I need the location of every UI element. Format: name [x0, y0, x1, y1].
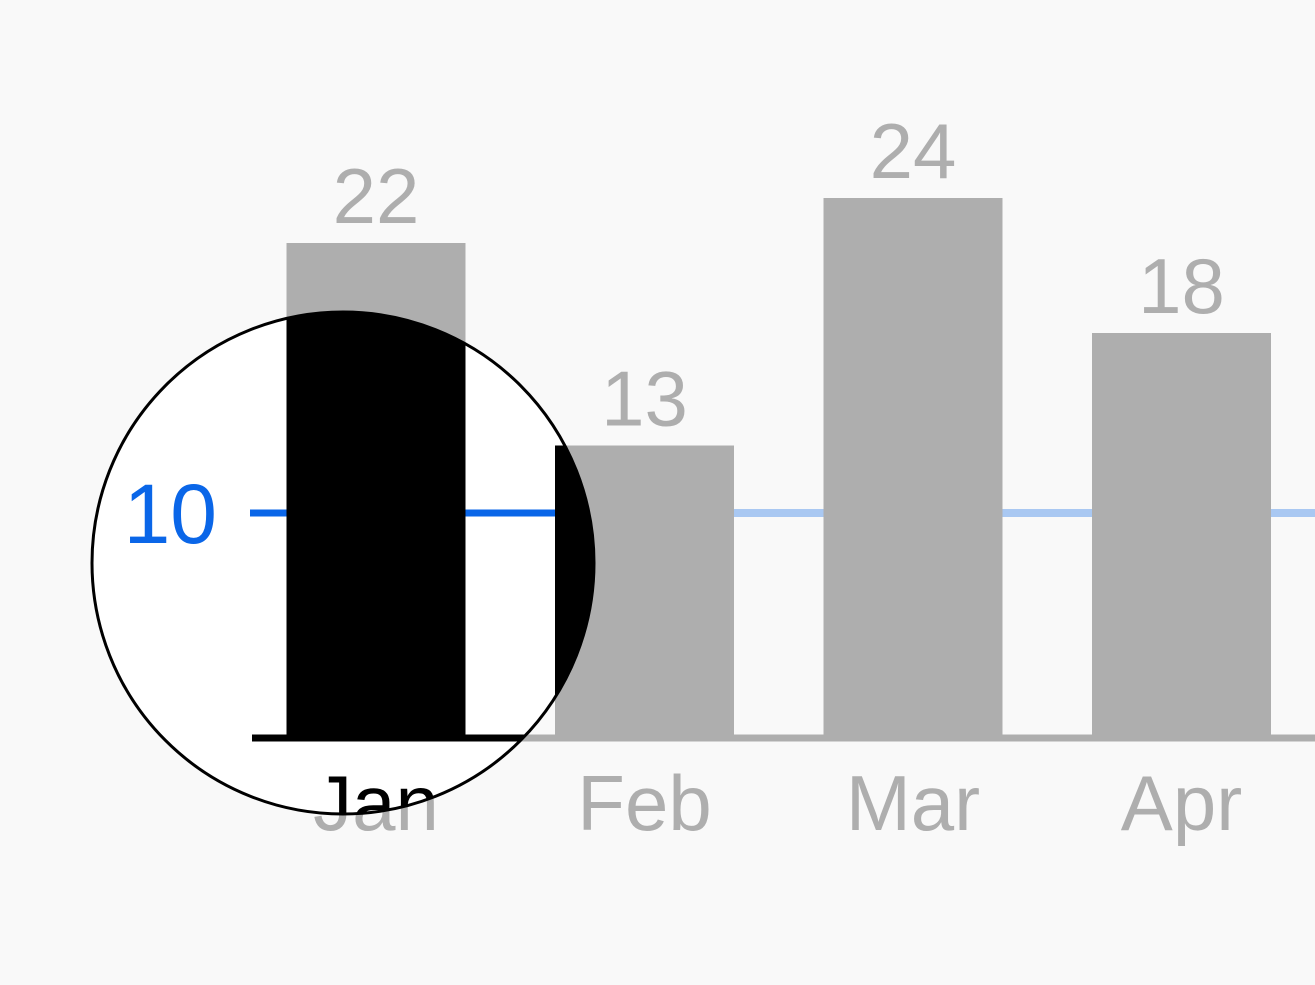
category-label-feb: Feb	[577, 759, 711, 847]
value-label-mar: 24	[870, 107, 957, 195]
category-label-mar: Mar	[846, 759, 980, 847]
reference-line-label: 10	[124, 467, 217, 561]
value-label-jan: 22	[333, 152, 420, 240]
value-label-apr: 18	[1138, 242, 1225, 330]
bar-apr[interactable]	[1092, 333, 1271, 738]
category-label-apr: Apr	[1121, 759, 1242, 847]
bar-jan-highlighted	[286, 312, 466, 738]
bar-mar[interactable]	[823, 198, 1003, 738]
magnifier-border	[90, 310, 596, 816]
value-label-feb: 13	[601, 355, 688, 443]
